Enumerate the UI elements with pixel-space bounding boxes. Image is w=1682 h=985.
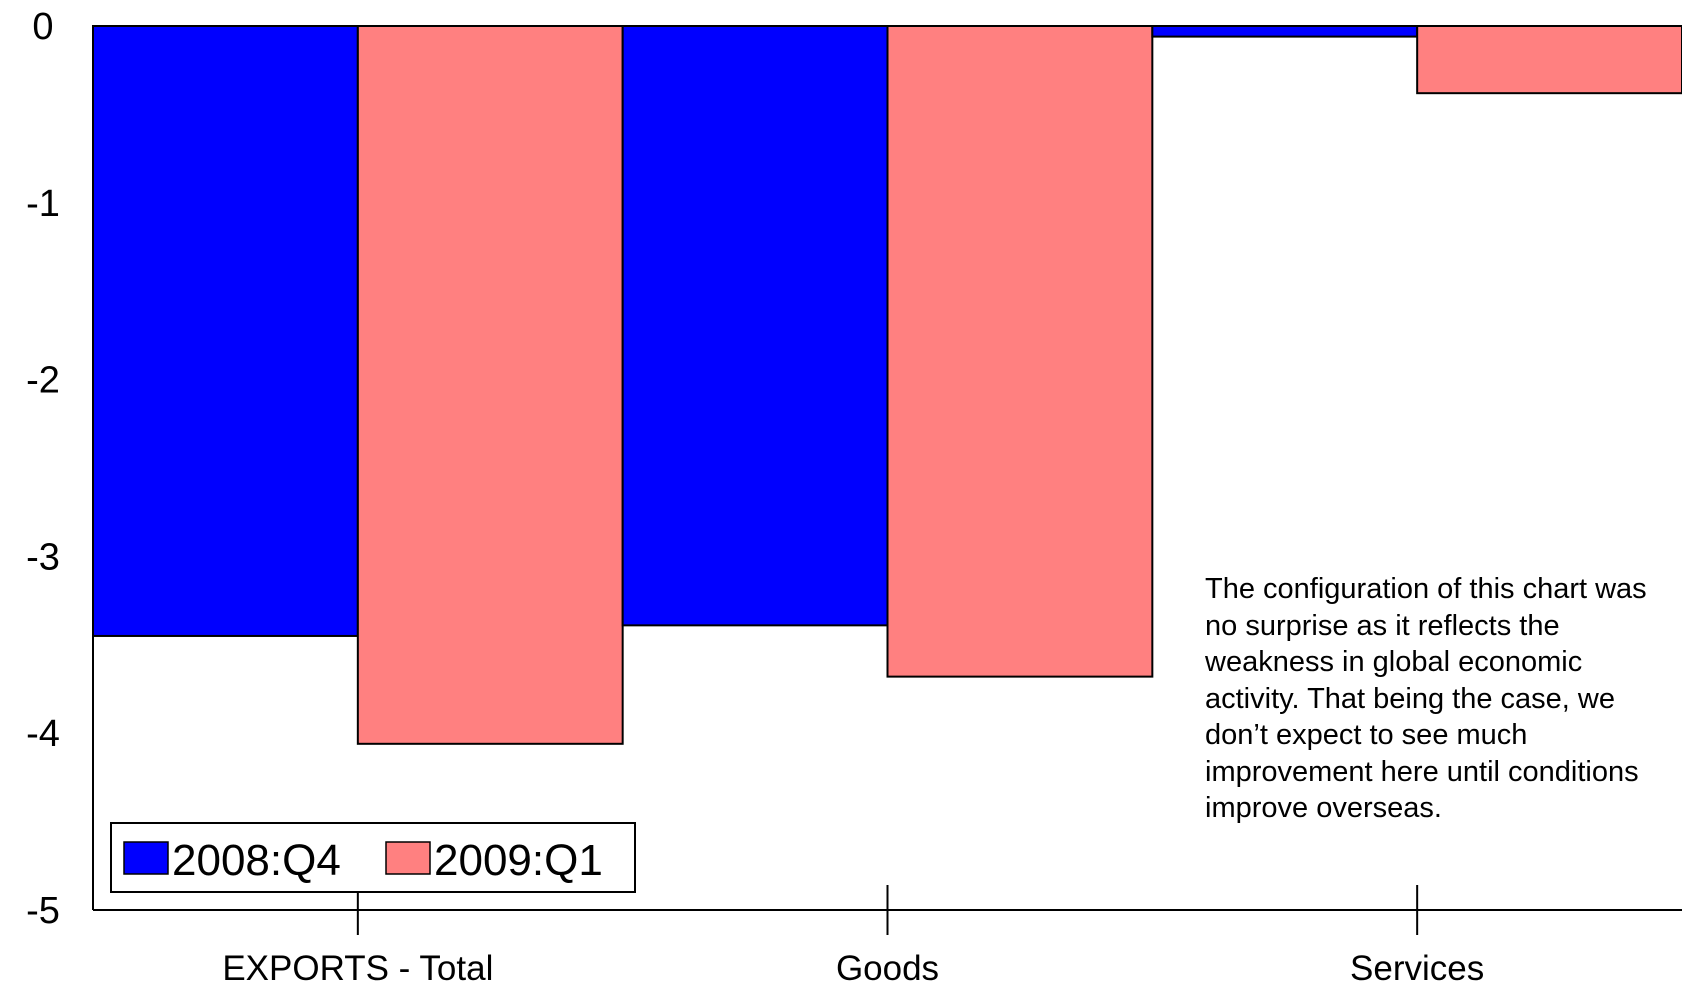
y-tick-label: -1 xyxy=(26,183,60,225)
legend-swatch-2008-q4 xyxy=(123,841,169,875)
bars-group xyxy=(92,25,1682,745)
legend: 2008:Q4 2009:Q1 xyxy=(110,822,636,893)
x-axis-category-labels: EXPORTS - Total Goods Services xyxy=(222,949,1484,985)
y-tick-label: -5 xyxy=(26,890,60,932)
legend-label-2009-q1: 2009:Q1 xyxy=(434,836,603,885)
x-category-label-exports-total: EXPORTS - Total xyxy=(222,949,493,985)
x-category-label-services: Services xyxy=(1350,949,1484,985)
legend-swatch-2009-q1 xyxy=(385,841,431,875)
x-axis-ticks xyxy=(356,885,1419,935)
bar-exports-total-2009-q1 xyxy=(356,25,624,745)
bar-services-2008-q4 xyxy=(1151,25,1419,38)
bar-goods-2008-q4 xyxy=(621,25,889,627)
legend-label-2008-q4: 2008:Q4 xyxy=(172,836,341,885)
y-axis-tick-labels: 0 -1 -2 -3 -4 -5 xyxy=(26,6,60,932)
y-tick-label: -4 xyxy=(26,713,60,755)
y-tick-label: -2 xyxy=(26,360,60,402)
bar-services-2009-q1 xyxy=(1416,25,1682,95)
y-tick-label: 0 xyxy=(32,6,53,48)
legend-box xyxy=(110,822,636,893)
chart-annotation: The configuration of this chart was no s… xyxy=(1205,573,1647,824)
bar-goods-2009-q1 xyxy=(886,25,1154,678)
y-tick-label: -3 xyxy=(26,536,60,578)
bar-exports-total-2008-q4 xyxy=(92,25,359,637)
x-category-label-goods: Goods xyxy=(836,949,939,985)
